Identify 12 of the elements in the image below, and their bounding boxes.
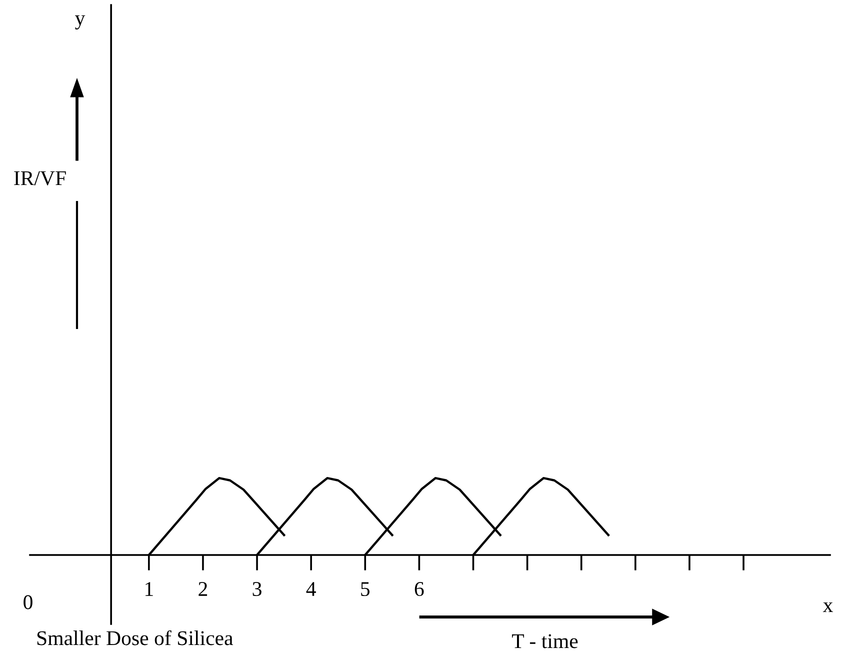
x-tick-label: 2 <box>198 582 208 596</box>
text: 0 <box>24 595 32 610</box>
x-axis-title: T - time <box>512 634 578 648</box>
text: Smaller Dose of Silicea <box>37 630 233 646</box>
x-tick-label: 6 <box>414 582 424 596</box>
x-tick-label: 1 <box>146 582 153 596</box>
text: IR/VF <box>14 171 66 186</box>
x-tick-label: 3 <box>252 582 262 596</box>
text: y <box>75 15 86 30</box>
x-tick-label: 4 <box>306 582 316 596</box>
text: x <box>822 602 833 612</box>
x-tick-label: 5 <box>361 582 370 596</box>
